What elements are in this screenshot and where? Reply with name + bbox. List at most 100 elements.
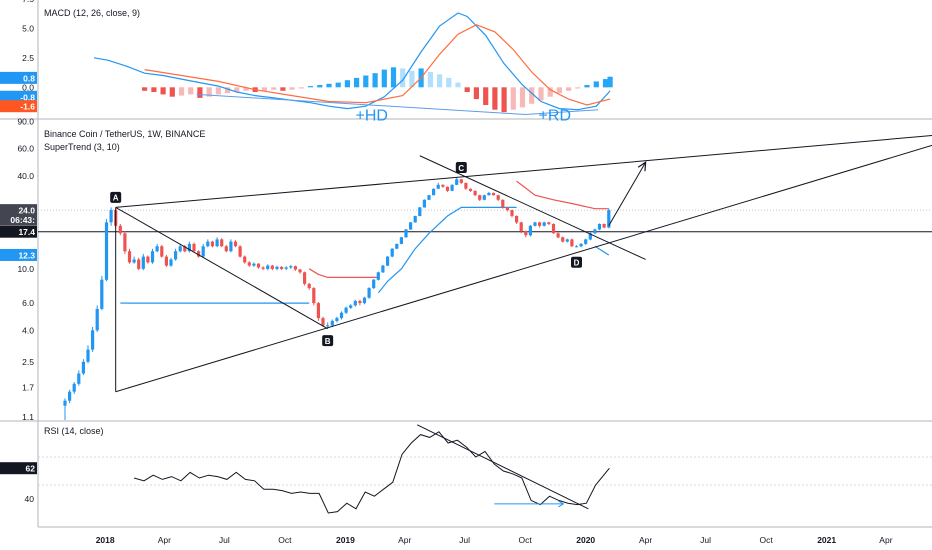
candle-body xyxy=(293,266,297,270)
price-y-tick-label: 4.0 xyxy=(22,325,34,335)
macd-histogram-bar xyxy=(280,87,286,91)
candle-body xyxy=(81,361,85,374)
candle-body xyxy=(390,248,394,257)
macd-y-tick-label: 7.5 xyxy=(22,0,34,4)
candle-body xyxy=(464,182,468,189)
x-tick-label: Apr xyxy=(158,535,171,545)
macd-histogram-bar xyxy=(566,87,572,91)
macd-histogram-bar xyxy=(317,85,323,88)
x-tick-label: Apr xyxy=(639,535,652,545)
macd-y-tick-label: 0.0 xyxy=(22,82,34,92)
candle-body xyxy=(256,263,261,268)
candle-body xyxy=(551,224,556,234)
x-tick-label: 2021 xyxy=(817,535,836,545)
candle-body xyxy=(358,300,362,304)
candle-body xyxy=(441,184,445,187)
trendline xyxy=(115,135,932,208)
trendline xyxy=(608,162,647,227)
macd-macd-line xyxy=(93,12,611,111)
candle-body xyxy=(588,233,592,240)
macd-histogram-bar xyxy=(446,77,452,88)
candle-body xyxy=(123,233,127,252)
macd-histogram-bar xyxy=(197,87,203,98)
candle-body xyxy=(367,288,371,298)
macd-histogram-bar xyxy=(464,87,470,92)
candle-body xyxy=(210,241,214,247)
macd-histogram-bar xyxy=(492,87,498,110)
candle-body xyxy=(104,222,109,280)
candle-body xyxy=(270,265,274,269)
candle-body xyxy=(289,266,293,268)
candle-body xyxy=(141,256,145,269)
candle-body xyxy=(220,239,224,247)
pattern-point-marker xyxy=(110,191,122,203)
candle-body xyxy=(404,229,408,238)
price-value-badge-bg xyxy=(0,213,37,226)
candle-body xyxy=(542,222,546,226)
time-axis[interactable]: 2018 Apr Jul Oct 2019 Apr Jul Oct 2020 Apr Jul Oct 2… xyxy=(96,535,893,545)
candle-body xyxy=(201,246,205,257)
price-y-tick-label: 2.5 xyxy=(22,357,34,367)
candle-body xyxy=(247,262,251,266)
macd-signal-line xyxy=(144,24,611,106)
macd-histogram-bar xyxy=(529,87,535,104)
macd-histogram-bar xyxy=(307,86,314,88)
macd-value-badge-bg xyxy=(0,90,37,103)
candle-body xyxy=(321,318,325,326)
supertrend-up-line xyxy=(594,245,610,256)
rsi-y-tick-label: 40 xyxy=(25,494,35,504)
candle-body xyxy=(381,265,385,273)
macd-histogram-bar xyxy=(151,87,157,92)
rsi-panel[interactable]: 40 62 xyxy=(0,424,932,514)
supertrend-title: SuperTrend (3, 10) xyxy=(44,142,120,152)
macd-histogram-bar xyxy=(501,87,507,113)
candle-body xyxy=(445,186,450,191)
candle-body xyxy=(243,256,247,263)
candle-body xyxy=(95,308,99,331)
macd-histogram-bar xyxy=(584,85,590,88)
candle-body xyxy=(478,195,482,200)
macd-histogram-bar xyxy=(354,77,360,88)
candle-body xyxy=(344,307,348,313)
x-tick-label: Oct xyxy=(278,535,292,545)
macd-y-tick-label: 2.5 xyxy=(22,53,34,63)
macd-histogram-bar xyxy=(455,82,461,88)
x-tick-label: 2018 xyxy=(96,535,115,545)
macd-histogram-bar xyxy=(178,87,185,96)
macd-histogram-bar xyxy=(372,73,378,88)
macd-histogram-bar xyxy=(335,82,341,88)
candle-body xyxy=(593,229,597,234)
candle-body xyxy=(496,195,500,200)
macd-annotation: +RD xyxy=(539,107,571,124)
price-panel[interactable]: 90.0 60.0 40.0 24.0 17.4 12.3 10.0 6.0 4.0 2.5 1.7… xyxy=(0,116,932,422)
candle-body xyxy=(150,251,155,263)
candle-body xyxy=(459,179,463,183)
candle-body xyxy=(215,239,219,247)
macd-histogram-bar xyxy=(344,80,350,88)
macd-histogram-bar xyxy=(607,76,613,88)
candle-body xyxy=(570,239,574,247)
price-value-badge: 06:43: xyxy=(10,215,35,225)
candle-body xyxy=(63,400,67,406)
candle-body xyxy=(197,251,201,257)
supertrend-down-line xyxy=(308,268,379,278)
macd-histogram-bar xyxy=(575,87,581,89)
candle-body xyxy=(326,325,330,327)
price-y-tick-label: 40.0 xyxy=(17,171,34,181)
candle-body xyxy=(455,179,459,185)
macd-panel[interactable]: 7.5 5.0 2.5 0.0 +HD +RD 0.8 -0.8-1.6 xyxy=(0,0,613,124)
price-value-badge-bg xyxy=(0,225,37,238)
price-y-tick-label: 10.0 xyxy=(17,264,34,274)
trendline xyxy=(115,206,328,330)
macd-histogram-bar xyxy=(160,87,166,95)
candle-body xyxy=(155,246,159,252)
macd-histogram-bar xyxy=(556,87,562,94)
supertrend-up-line xyxy=(377,206,517,294)
candle-body xyxy=(450,184,454,191)
rsi-line xyxy=(133,431,610,514)
macd-annotation: +HD xyxy=(356,107,388,124)
x-tick-label: Oct xyxy=(519,535,533,545)
x-tick-label: Jul xyxy=(219,535,230,545)
